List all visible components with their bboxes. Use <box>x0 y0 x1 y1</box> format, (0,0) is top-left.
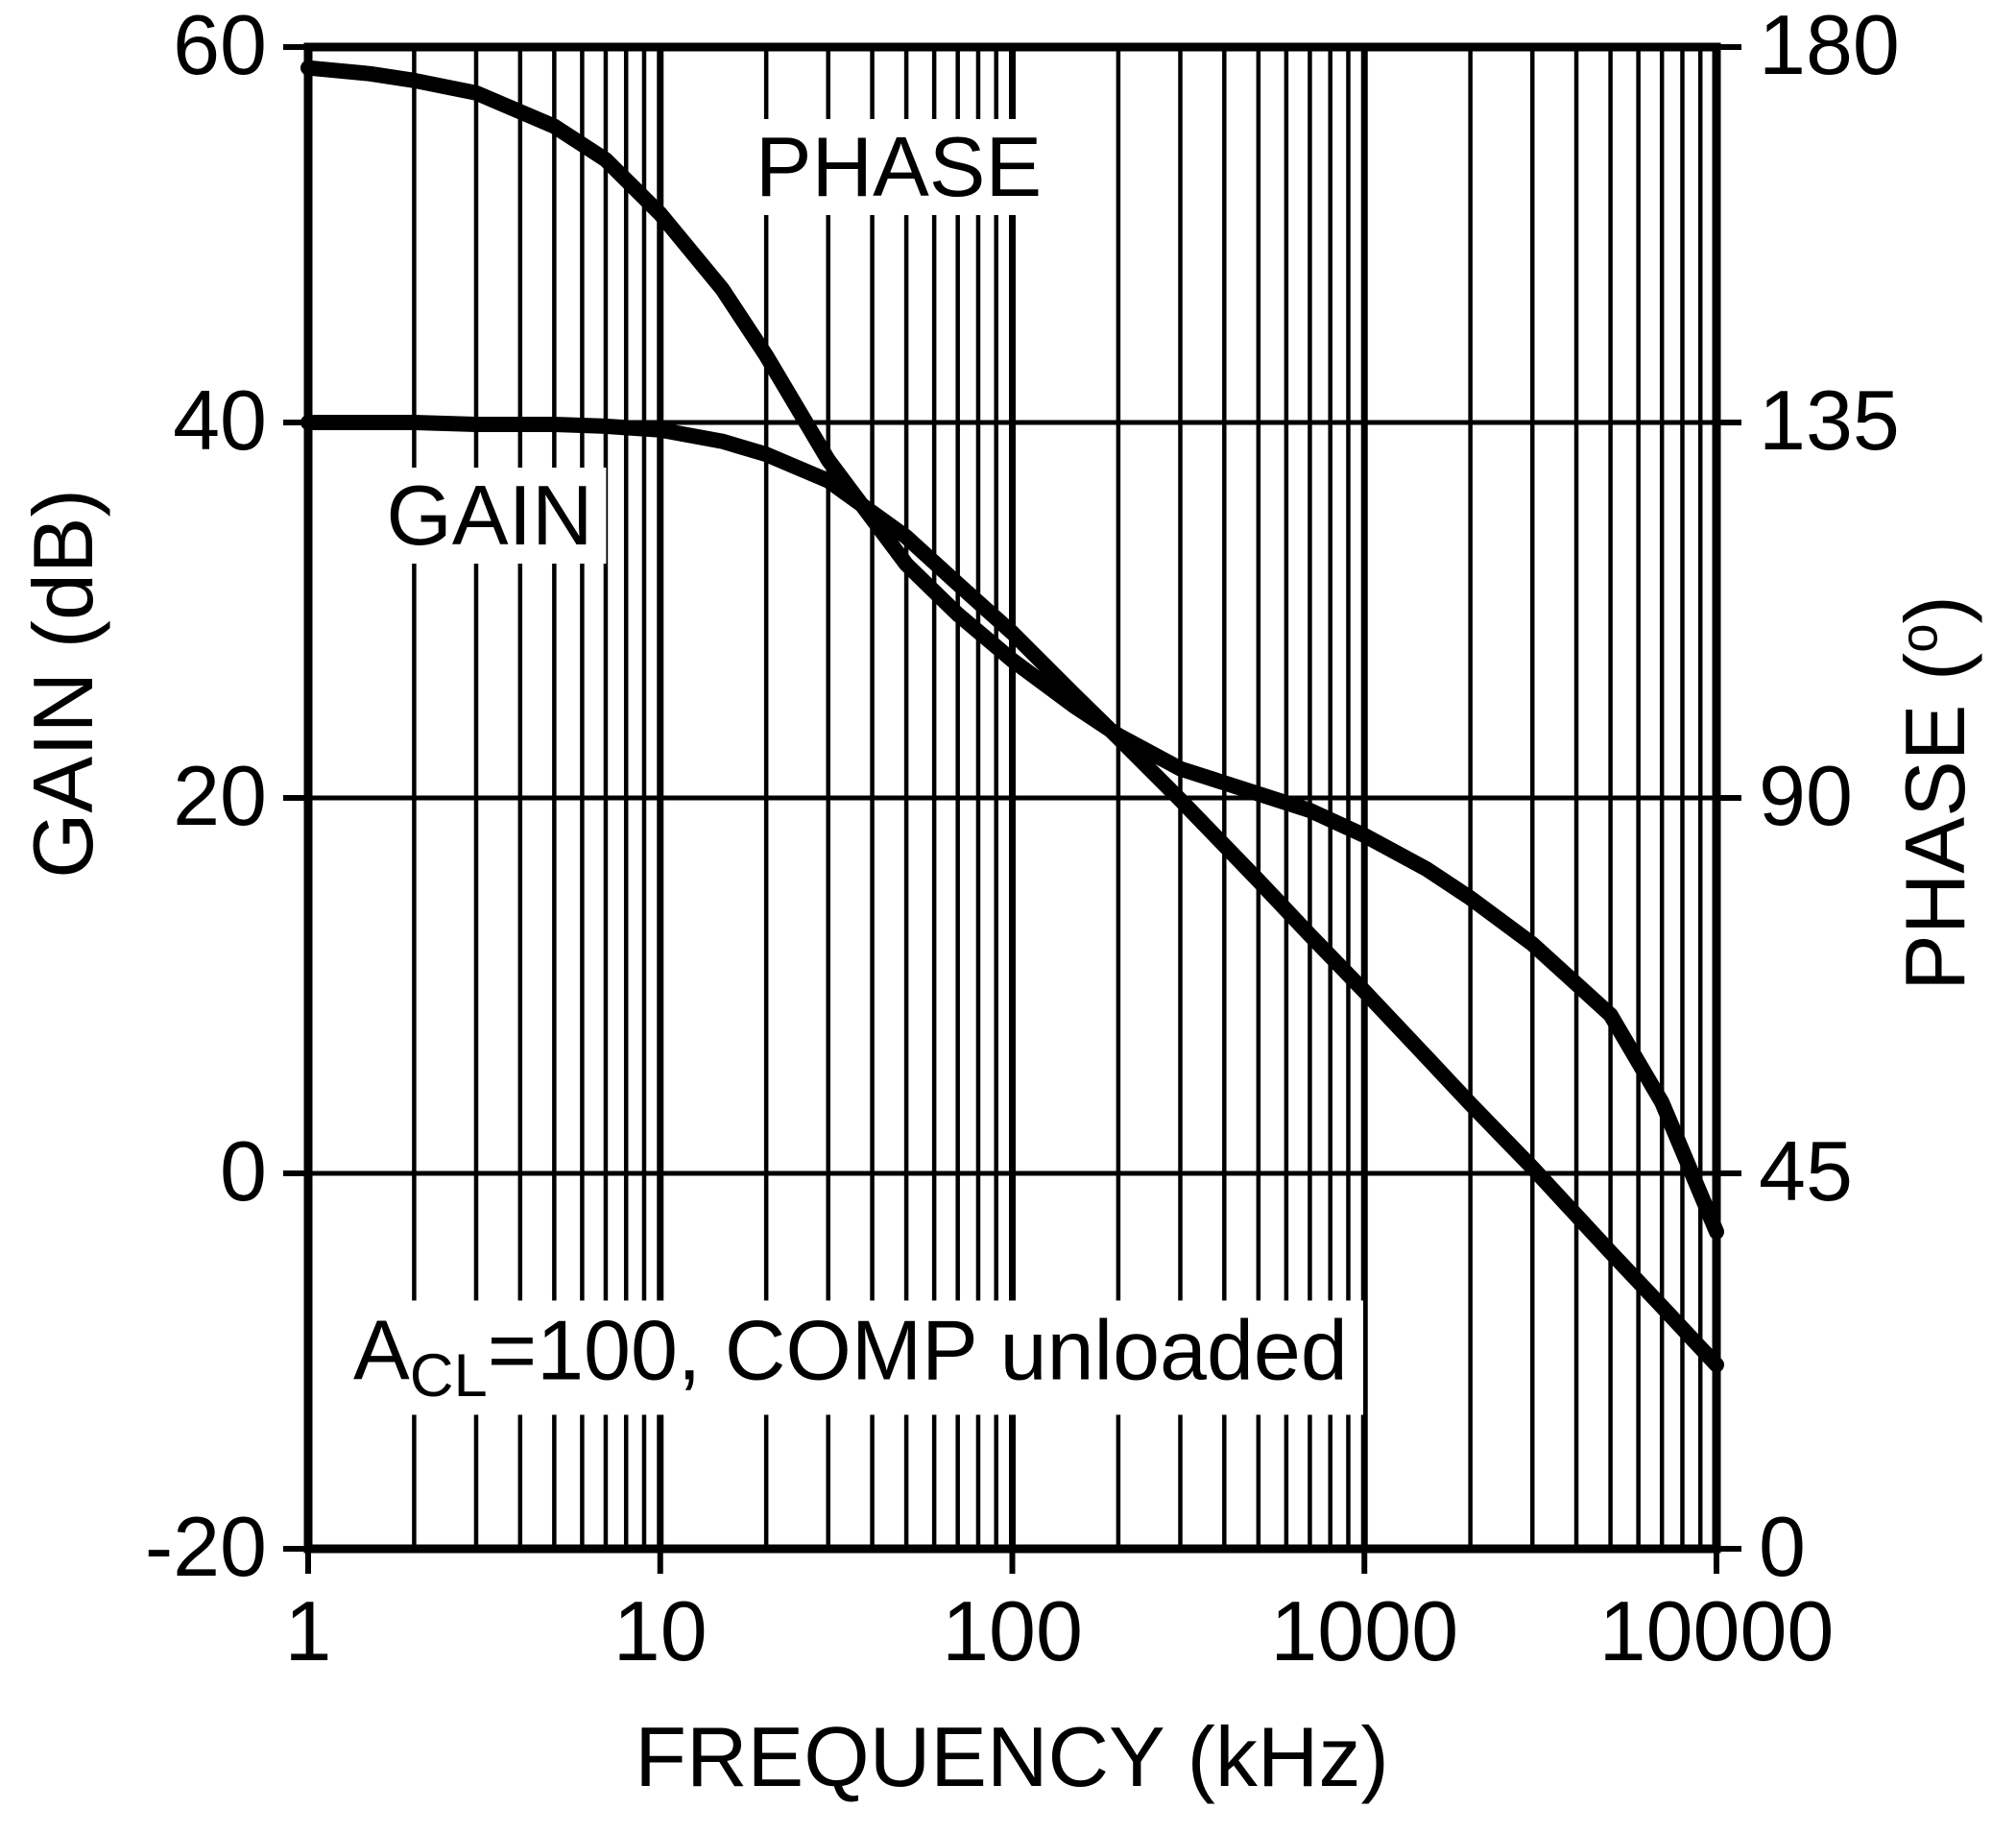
x-tick-label: 100 <box>942 1583 1083 1678</box>
x-tick-label: 10000 <box>1598 1583 1835 1678</box>
y-right-axis-title-text: PHASE ( <box>1887 652 1982 991</box>
y-right-tick-label: 0 <box>1759 1499 1806 1595</box>
y-right-axis-title: PHASE (o) <box>1887 595 1982 991</box>
x-tick-label: 10 <box>612 1583 708 1678</box>
y-left-tick-label: 0 <box>220 1123 267 1219</box>
annotation-acl: ACL=100, COMP unloaded <box>338 1300 1363 1415</box>
phase-curve <box>300 60 1724 1240</box>
gain-curve <box>300 415 1724 1373</box>
y-left-tick-label: 20 <box>173 748 267 844</box>
y-right-tick-label: 135 <box>1759 373 1900 469</box>
y-left-tick-label: 60 <box>173 0 267 93</box>
annotation-var: A <box>353 1302 410 1398</box>
y-right-tick-label: 180 <box>1759 0 1900 93</box>
gain-curve-label: GAIN <box>372 468 607 564</box>
y-right-tick-label: 90 <box>1759 748 1853 844</box>
x-tick-label: 1000 <box>1270 1583 1459 1678</box>
plot-border <box>303 42 1721 1554</box>
annotation-sub: CL <box>409 1342 488 1411</box>
y-right-axis-title-close: ) <box>1887 595 1982 624</box>
degree-symbol: o <box>1889 623 1949 653</box>
x-axis-title: FREQUENCY (kHz) <box>635 1709 1389 1804</box>
y-left-tick-label: 40 <box>173 373 267 469</box>
y-right-tick-label: 45 <box>1759 1123 1853 1219</box>
y-left-tick-label: -20 <box>144 1499 267 1595</box>
x-tick-label: 1 <box>284 1583 332 1678</box>
phase-curve-label: PHASE <box>741 119 1056 215</box>
annotation-rest: =100, COMP unloaded <box>487 1302 1348 1398</box>
